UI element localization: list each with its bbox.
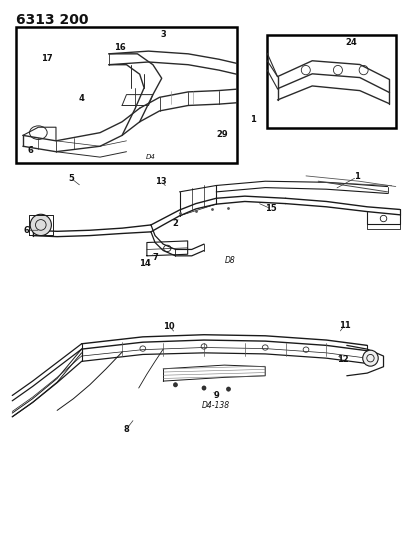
Bar bbox=[267, 35, 396, 128]
Text: 7: 7 bbox=[152, 254, 158, 262]
Ellipse shape bbox=[202, 386, 206, 390]
Ellipse shape bbox=[173, 383, 177, 387]
Text: 2: 2 bbox=[173, 220, 178, 228]
Text: 12: 12 bbox=[337, 356, 348, 364]
Text: 29: 29 bbox=[217, 130, 228, 139]
Text: D4: D4 bbox=[146, 154, 156, 160]
Text: D4-138: D4-138 bbox=[202, 401, 230, 409]
Text: 17: 17 bbox=[41, 54, 53, 63]
Bar bbox=[16, 27, 237, 163]
Text: 6313 200: 6313 200 bbox=[16, 13, 89, 27]
Text: 13: 13 bbox=[155, 177, 167, 185]
Text: 3: 3 bbox=[160, 30, 166, 39]
Text: 8: 8 bbox=[124, 425, 129, 433]
Ellipse shape bbox=[226, 387, 231, 391]
Text: 15: 15 bbox=[266, 205, 277, 213]
Text: 24: 24 bbox=[345, 38, 357, 47]
Text: 9: 9 bbox=[213, 391, 219, 400]
Text: 5: 5 bbox=[69, 174, 74, 183]
Text: 10: 10 bbox=[164, 322, 175, 330]
Text: 6: 6 bbox=[24, 226, 29, 235]
Ellipse shape bbox=[363, 350, 378, 366]
Ellipse shape bbox=[30, 214, 51, 236]
Text: 1: 1 bbox=[354, 173, 360, 181]
Text: D8: D8 bbox=[225, 256, 236, 264]
Text: 16: 16 bbox=[115, 44, 126, 52]
Text: 14: 14 bbox=[139, 259, 151, 268]
Text: 6: 6 bbox=[28, 146, 33, 155]
Text: 1: 1 bbox=[250, 116, 256, 124]
Text: 4: 4 bbox=[79, 94, 84, 103]
Text: 11: 11 bbox=[339, 321, 350, 329]
